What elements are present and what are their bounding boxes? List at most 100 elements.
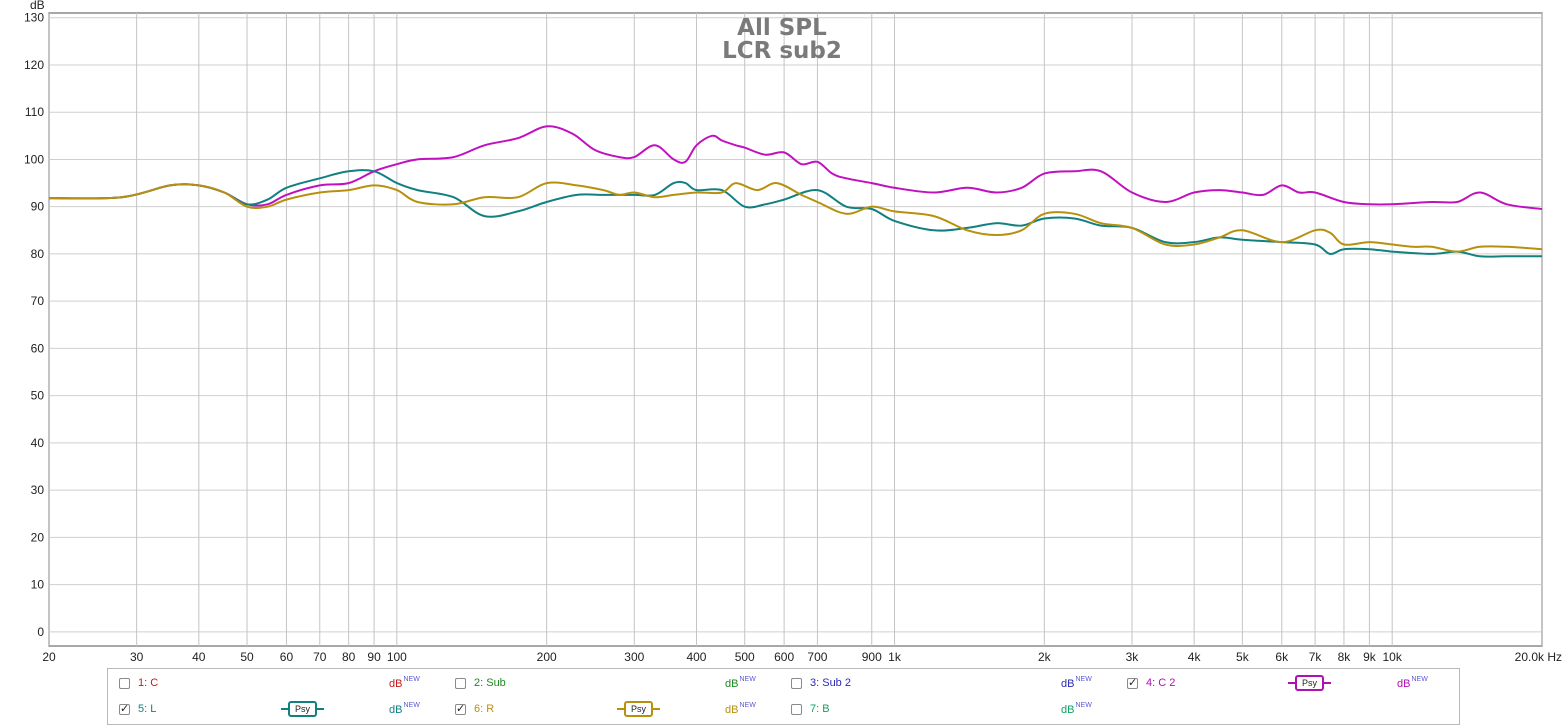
grid bbox=[48, 13, 1543, 646]
x-tick-label: 5k bbox=[1236, 650, 1250, 664]
x-tick-label: 100 bbox=[387, 650, 407, 664]
psy-button-l[interactable]: Psy bbox=[281, 701, 325, 717]
psy-button-c2[interactable]: Psy bbox=[1288, 675, 1332, 691]
chart-title: All SPL bbox=[737, 15, 827, 41]
y-tick-label: 60 bbox=[31, 341, 45, 355]
y-tick-label: 70 bbox=[31, 294, 45, 308]
y-tick-label: 100 bbox=[24, 152, 44, 166]
db-button-r[interactable]: dBNEW bbox=[725, 702, 756, 716]
x-tick-label: 50 bbox=[240, 650, 254, 664]
x-tick-label: 200 bbox=[537, 650, 557, 664]
checkbox-c2[interactable] bbox=[1127, 676, 1138, 689]
checkbox-b[interactable] bbox=[791, 703, 802, 715]
legend-item-l[interactable]: 5: L bbox=[119, 702, 157, 715]
x-tick-label: 60 bbox=[280, 650, 294, 664]
x-tick-label: 3k bbox=[1126, 650, 1140, 664]
legend-item-b[interactable]: 7: B bbox=[791, 703, 830, 715]
legend-label-sub2: 3: Sub 2 bbox=[810, 677, 851, 689]
legend-item-c[interactable]: 1: C bbox=[119, 677, 158, 689]
x-tick-label: 20.0k Hz bbox=[1515, 650, 1562, 664]
checkbox-sub2[interactable] bbox=[791, 677, 802, 689]
psy-label: Psy bbox=[624, 701, 654, 717]
x-tick-label: 1k bbox=[888, 650, 902, 664]
new-badge: NEW bbox=[1075, 676, 1092, 683]
series-group bbox=[48, 125, 1543, 258]
psy-button-r[interactable]: Psy bbox=[617, 701, 661, 717]
plot-frame bbox=[48, 12, 1543, 647]
psy-label: Psy bbox=[288, 701, 318, 717]
y-tick-label: 90 bbox=[31, 200, 45, 214]
x-tick-label: 30 bbox=[130, 650, 144, 664]
y-tick-label: 40 bbox=[31, 436, 45, 450]
legend-item-r[interactable]: 6: R bbox=[455, 702, 495, 715]
db-text: dB bbox=[389, 678, 403, 690]
db-button-c2[interactable]: dBNEW bbox=[1397, 676, 1428, 690]
new-badge: NEW bbox=[739, 676, 756, 683]
y-tick-label: 130 bbox=[24, 11, 44, 25]
db-button-l[interactable]: dBNEW bbox=[389, 702, 420, 716]
db-button-b[interactable]: dBNEW bbox=[1061, 702, 1092, 716]
x-axis: 20 30 40 50 60 70 80 90 100 200 300 400 500 600 700 900… bbox=[42, 650, 1562, 664]
db-button-sub2[interactable]: dBNEW bbox=[1061, 676, 1092, 690]
new-badge: NEW bbox=[1411, 676, 1428, 683]
y-axis: 0 10 20 30 40 50 60 70 80 90 100 110 120 130 bbox=[24, 11, 44, 639]
x-tick-label: 40 bbox=[192, 650, 206, 664]
y-tick-label: 10 bbox=[31, 578, 45, 592]
x-tick-label: 7k bbox=[1309, 650, 1323, 664]
x-tick-label: 2k bbox=[1038, 650, 1052, 664]
new-badge: NEW bbox=[739, 702, 756, 709]
x-tick-label: 6k bbox=[1275, 650, 1289, 664]
y-axis-label: dB bbox=[30, 0, 45, 12]
db-text: dB bbox=[1061, 704, 1075, 716]
psy-label: Psy bbox=[1295, 675, 1325, 691]
legend-label-c2: 4: C 2 bbox=[1146, 677, 1176, 689]
y-tick-label: 0 bbox=[37, 625, 44, 639]
x-tick-label: 20 bbox=[42, 650, 56, 664]
series-line-5: L bbox=[48, 169, 1542, 258]
legend-label-b: 7: B bbox=[810, 703, 830, 715]
legend-panel: 1: C dBNEW 2: Sub dBNEW 3: Sub 2 dBNEW 4… bbox=[107, 668, 1460, 725]
db-text: dB bbox=[1397, 678, 1411, 690]
x-tick-label: 700 bbox=[807, 650, 827, 664]
y-tick-label: 120 bbox=[24, 58, 44, 72]
checkbox-sub[interactable] bbox=[455, 677, 466, 689]
y-tick-label: 50 bbox=[31, 389, 45, 403]
new-badge: NEW bbox=[403, 676, 420, 683]
db-text: dB bbox=[725, 678, 739, 690]
x-tick-label: 500 bbox=[735, 650, 755, 664]
x-tick-label: 8k bbox=[1338, 650, 1352, 664]
checkbox-l[interactable] bbox=[119, 702, 130, 715]
new-badge: NEW bbox=[1075, 702, 1092, 709]
db-button-c[interactable]: dBNEW bbox=[389, 676, 420, 690]
legend-item-c2[interactable]: 4: C 2 bbox=[1127, 676, 1176, 689]
legend-label-c: 1: C bbox=[138, 677, 159, 689]
db-button-sub[interactable]: dBNEW bbox=[725, 676, 756, 690]
y-tick-label: 110 bbox=[25, 105, 44, 119]
x-tick-label: 4k bbox=[1188, 650, 1202, 664]
legend-label-l: 5: L bbox=[138, 703, 157, 715]
x-tick-label: 9k bbox=[1363, 650, 1377, 664]
db-text: dB bbox=[725, 704, 739, 716]
y-tick-label: 20 bbox=[31, 530, 45, 544]
checkbox-c[interactable] bbox=[119, 677, 130, 689]
db-text: dB bbox=[1061, 678, 1075, 690]
y-tick-label: 30 bbox=[31, 483, 45, 497]
checkbox-r[interactable] bbox=[455, 702, 466, 715]
spl-chart[interactable]: 0 10 20 30 40 50 60 70 80 90 100 110 120 130 20 30 40 50… bbox=[0, 0, 1566, 668]
new-badge: NEW bbox=[403, 702, 420, 709]
legend-item-sub2[interactable]: 3: Sub 2 bbox=[791, 677, 851, 689]
legend-label-sub: 2: Sub bbox=[474, 677, 506, 689]
y-tick-label: 80 bbox=[31, 247, 45, 261]
series-line-6: R bbox=[48, 181, 1543, 253]
x-tick-label: 400 bbox=[686, 650, 706, 664]
x-tick-label: 70 bbox=[313, 650, 327, 664]
legend-label-r: 6: R bbox=[474, 703, 495, 715]
x-tick-label: 300 bbox=[624, 650, 644, 664]
x-tick-label: 90 bbox=[367, 650, 381, 664]
x-tick-label: 900 bbox=[862, 650, 882, 664]
x-tick-label: 600 bbox=[774, 650, 794, 664]
legend-item-sub[interactable]: 2: Sub bbox=[455, 677, 506, 689]
chart-subtitle: LCR sub2 bbox=[722, 38, 842, 64]
x-tick-label: 10k bbox=[1383, 650, 1403, 664]
x-tick-label: 80 bbox=[342, 650, 356, 664]
